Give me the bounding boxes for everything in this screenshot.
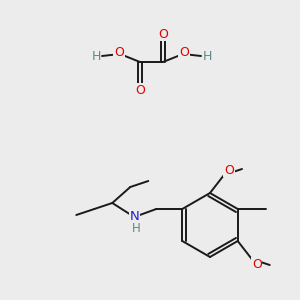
Text: O: O [224,164,234,176]
Text: H: H [132,223,141,236]
Text: H: H [202,50,212,62]
Text: O: O [179,46,189,59]
Text: O: O [114,46,124,59]
Text: H: H [91,50,101,62]
Text: O: O [158,28,168,40]
Text: N: N [129,211,139,224]
Text: O: O [135,83,145,97]
Text: O: O [252,257,262,271]
